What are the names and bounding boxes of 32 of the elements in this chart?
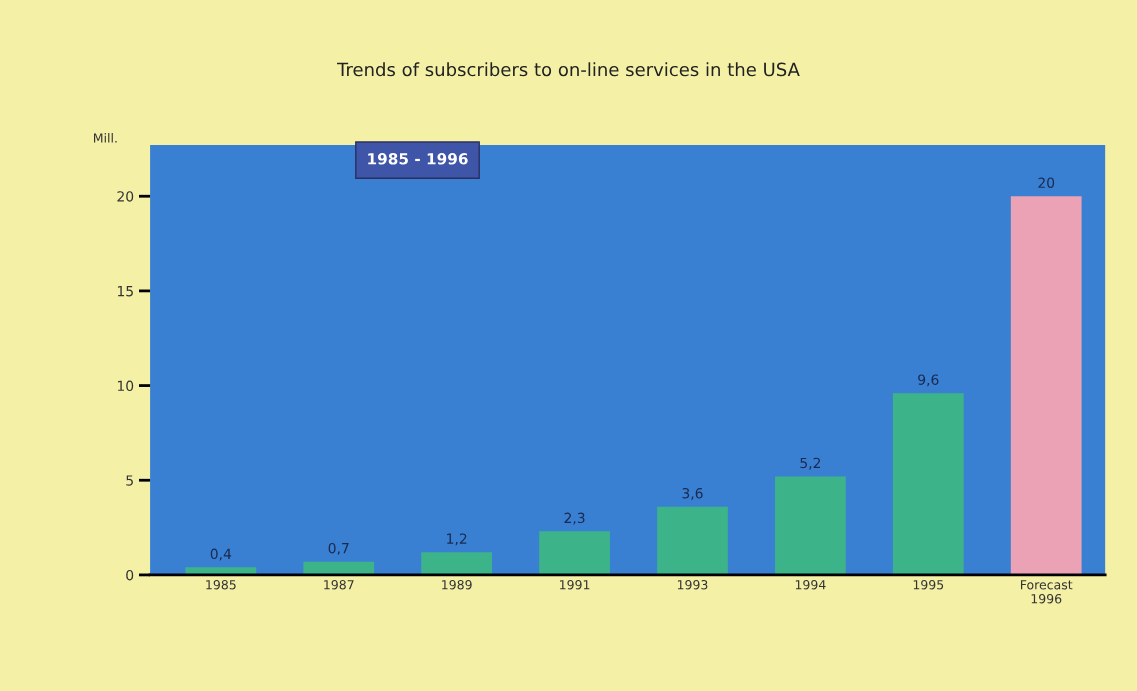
y-tick-label: 20	[117, 191, 134, 202]
data-label: 5,2	[800, 457, 821, 470]
data-label: 0,4	[210, 548, 232, 561]
y-tick-label: 0	[126, 569, 134, 581]
data-label: 2,3	[564, 512, 585, 525]
y-tick-label: 5	[126, 475, 133, 486]
x-tick-label: 1987	[324, 579, 354, 590]
data-label: 20	[1038, 177, 1055, 188]
bar	[657, 506, 728, 575]
bar	[303, 561, 375, 575]
data-label: 3,6	[682, 488, 703, 500]
y-axis-title: Mill.	[94, 133, 117, 143]
x-tick-label: 1995	[913, 579, 944, 590]
y-tick-label: 15	[117, 286, 133, 297]
bar	[421, 552, 493, 575]
data-label: 9,6	[918, 374, 939, 387]
bar	[892, 393, 964, 575]
bar	[185, 567, 257, 575]
data-label: 1,2	[447, 533, 467, 546]
y-tick-label: 10	[117, 380, 134, 392]
bar	[1010, 196, 1082, 575]
x-tick-label: 1993	[677, 579, 708, 590]
data-label: 0,7	[328, 542, 349, 555]
chart-title: Trends of subscribers to on-line services in the USA	[337, 62, 800, 77]
x-tick-label: 1985	[206, 579, 236, 590]
x-tick-label: Forecast 1996	[1021, 580, 1073, 604]
bar	[539, 531, 610, 575]
bar	[775, 476, 846, 575]
x-tick-label: 1994	[795, 579, 826, 590]
x-tick-label: 1991	[560, 579, 590, 590]
chart-subtitle: 1985 - 1996	[368, 153, 468, 165]
x-tick-label: 1989	[442, 579, 472, 590]
